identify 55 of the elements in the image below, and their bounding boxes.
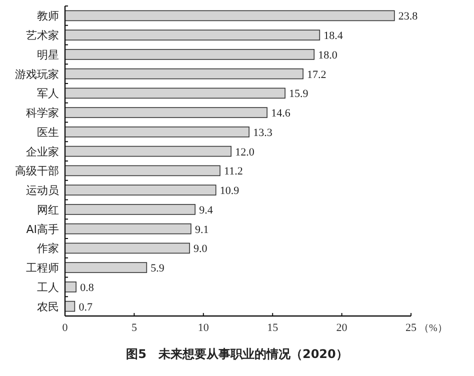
data-label: 9.1 xyxy=(194,224,209,236)
bar xyxy=(64,126,250,138)
bar xyxy=(64,30,320,40)
y-tick-label: 工程师 xyxy=(26,262,59,275)
bar xyxy=(64,282,76,292)
y-tick-label: 工人 xyxy=(37,280,59,294)
y-tick-label: 企业家 xyxy=(26,145,59,158)
data-label: 5.9 xyxy=(150,262,165,275)
bar xyxy=(64,223,192,234)
bar xyxy=(64,204,196,215)
data-label: 12.0 xyxy=(235,146,255,158)
data-label: 0.8 xyxy=(80,282,94,294)
bar xyxy=(64,242,190,254)
data-label: 14.6 xyxy=(271,108,291,120)
y-tick-label: 艺术家 xyxy=(26,29,59,42)
data-label: 10.9 xyxy=(220,185,240,198)
bar xyxy=(64,88,286,99)
data-label: 18.0 xyxy=(318,49,338,62)
bar xyxy=(64,10,395,22)
x-tick-label: 20 xyxy=(336,322,348,334)
bar xyxy=(64,184,216,196)
data-label: 17.2 xyxy=(307,68,326,81)
y-tick-label: 运动员 xyxy=(26,184,59,198)
bar xyxy=(64,49,315,60)
y-tick-label: 教师 xyxy=(37,10,59,23)
data-label: 13.3 xyxy=(253,126,273,139)
y-tick-label: 网红 xyxy=(37,203,59,216)
bar xyxy=(64,107,268,118)
data-label: 18.4 xyxy=(324,30,344,42)
bar xyxy=(64,262,148,273)
y-tick-label: 明星 xyxy=(37,48,59,62)
y-tick-label: 军人 xyxy=(37,87,59,100)
data-label: 15.9 xyxy=(289,88,309,100)
bar xyxy=(64,68,304,80)
x-tick-label: 0 xyxy=(62,322,68,334)
y-tick-label: 作家 xyxy=(36,242,59,256)
data-label: 11.2 xyxy=(224,166,243,178)
y-tick-label: 高级干部 xyxy=(15,164,59,178)
bar xyxy=(64,146,232,157)
x-tick-label: 15 xyxy=(267,322,279,334)
text: 图5 未来想要从事职业的情况（2020） xyxy=(126,347,348,361)
x-axis-title: （%） xyxy=(419,323,448,334)
x-tick-label: 5 xyxy=(131,322,138,334)
y-tick-label: 游戏玩家 xyxy=(15,68,59,81)
data-label: 23.8 xyxy=(398,10,418,23)
y-tick-label: 农民 xyxy=(37,300,59,314)
bar xyxy=(64,165,220,176)
data-label: 0.7 xyxy=(78,301,93,314)
x-tick-label: 10 xyxy=(198,322,210,334)
x-tick-label: 25 xyxy=(406,322,417,334)
data-label: 9.0 xyxy=(194,243,208,256)
y-tick-label: 科学家 xyxy=(26,106,59,120)
data-label: 9.4 xyxy=(199,204,214,216)
y-tick-label: AI高手 xyxy=(26,222,59,236)
y-tick-label: 医生 xyxy=(37,126,59,139)
